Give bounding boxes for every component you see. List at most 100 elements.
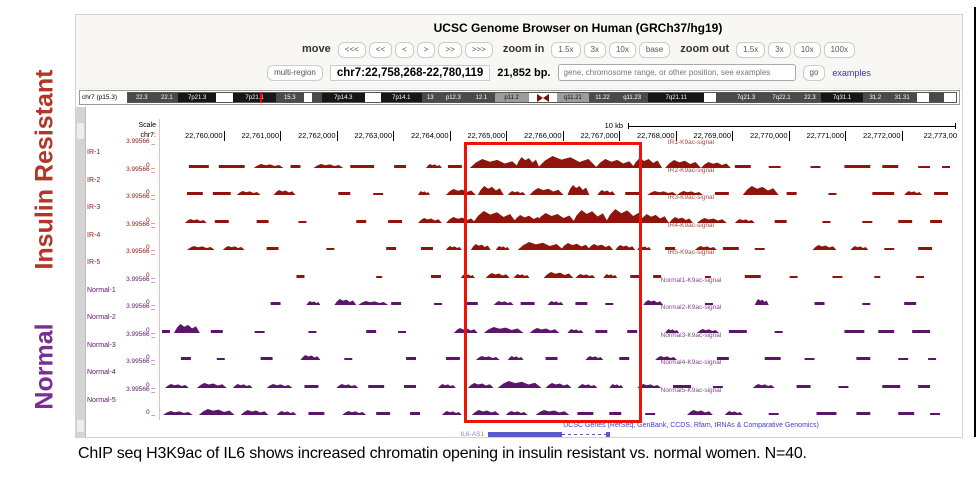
- ideogram-band: 7p21.1: [233, 93, 276, 102]
- zoom-in-button-3[interactable]: base: [638, 42, 671, 58]
- track-ymin-label: 0 _: [145, 161, 155, 169]
- group-label-normal: Normal: [30, 323, 59, 410]
- track-ymax-label: 3.99566 _: [126, 248, 155, 255]
- ideogram-band: 7q21.11: [648, 93, 704, 102]
- ideogram-band: [703, 93, 717, 102]
- track-drag-handle-top[interactable]: [77, 123, 84, 139]
- ideogram-band: 15.3: [276, 93, 304, 102]
- signal-tracks: 3.99566 _ IR-1 0 _ IR1-K9ac-signal 3.99566 _…: [76, 138, 962, 416]
- track-title: IR1-K9ac-signal: [667, 139, 715, 146]
- track-ir-2[interactable]: 3.99566 _ IR-2 0 _ IR2-K9ac-signal: [76, 165, 962, 196]
- multi-region-button[interactable]: multi-region: [267, 64, 323, 81]
- axis-tick: 22,764,000: [394, 131, 451, 141]
- zoom-out-button-0[interactable]: 1.5x: [736, 42, 766, 58]
- ideogram-band: 7q22.1: [763, 93, 800, 102]
- position-search-input[interactable]: [557, 64, 796, 81]
- ideogram-band: q11.23: [615, 93, 649, 102]
- move-button-2[interactable]: <: [395, 42, 414, 58]
- move-button-5[interactable]: >>>: [464, 42, 493, 58]
- slide-right-border: [974, 7, 976, 437]
- track-title: IR2-K9ac-signal: [667, 166, 715, 174]
- zoom-in-button-0[interactable]: 1.5x: [551, 42, 581, 58]
- gene-track-title: UCSC Genes (RefSeq, GenBank, CCDS, Rfam,…: [563, 422, 819, 429]
- caption: ChIP seq H3K9ac of IL6 shows increased c…: [78, 445, 807, 462]
- gene-structure[interactable]: [488, 432, 610, 437]
- zoom-in-button-1[interactable]: 3x: [583, 42, 606, 58]
- signal-plot: [186, 242, 933, 250]
- track-title: IR3-K9ac-signal: [667, 194, 715, 201]
- go-button[interactable]: go: [802, 64, 826, 81]
- nav-toolbar: move <<< << < > >> >>> zoom in 1.5x 3x 10x base …: [76, 39, 962, 58]
- chromosome-ideogram-row: chr7 (p15.3) 22.3 22.1 7p21.3 7p21.1 15.3 7p1…: [79, 90, 960, 105]
- coordinate-axis: 22,760,000 22,761,000 22,762,000 22,763,000…: [168, 131, 958, 141]
- centromere-left-icon: [536, 93, 543, 102]
- axis-tick: 22,762,000: [281, 131, 338, 141]
- track-title: IR5-K9ac-signal: [667, 249, 715, 256]
- signal-plot: [184, 208, 943, 223]
- track-controls-strip[interactable]: [76, 107, 86, 437]
- chromosome-ideogram[interactable]: 22.3 22.1 7p21.3 7p21.1 15.3 7p14.3 7p14.1 13 p1…: [127, 92, 957, 103]
- axis-tick: 22,773,00: [923, 131, 957, 140]
- examples-link[interactable]: examples: [832, 67, 871, 78]
- move-button-0[interactable]: <<<: [337, 42, 366, 58]
- tracks-image[interactable]: Scale 10 kb chr7: 22,760,000 22,761,000 22…: [76, 107, 962, 438]
- track-normal-3[interactable]: 3.99566 _ Normal-3 0 _ Normal3-K9ac-signal: [76, 330, 962, 361]
- ideogram-band: 31.2: [863, 93, 888, 102]
- track-ir-4[interactable]: 3.99566 _ IR-4 0 _ IR4-K9ac-signal: [76, 221, 962, 251]
- track-ymax-label: 3.99566 _: [126, 165, 155, 173]
- signal-plot: [186, 185, 949, 195]
- gene-track-row: IL6-AS1: [76, 431, 962, 438]
- zoom-out-button-1[interactable]: 3x: [768, 42, 791, 58]
- track-ymax-label: 3.99566 _: [126, 330, 155, 338]
- track-ymax-label: 3.99566 _: [126, 138, 155, 145]
- track-normal-2[interactable]: 3.99566 _ Normal-2 0 _ Normal2-K9ac-signal: [76, 303, 962, 334]
- track-ymin-label: 0 _: [145, 326, 155, 334]
- move-button-1[interactable]: <<: [368, 42, 393, 58]
- track-ymin-label: 0 _: [145, 271, 155, 279]
- search-row: multi-region chr7:22,758,268-22,780,119 …: [76, 64, 962, 81]
- ideogram-band: 22.3: [128, 93, 156, 102]
- track-ymin-label: 0 _: [145, 189, 155, 196]
- track-ymax-label: 3.99566 _: [126, 358, 155, 365]
- axis-tick: 22,763,000: [338, 131, 394, 141]
- track-title: Normal4-K9ac-signal: [660, 359, 722, 366]
- track-ymax-label: 3.99566 _: [126, 193, 155, 200]
- move-button-4[interactable]: >>: [438, 42, 462, 58]
- ideogram-band: [303, 93, 313, 102]
- track-title: Normal2-K9ac-signal: [660, 304, 722, 311]
- ideogram-band: 7p14.3: [321, 93, 365, 102]
- track-ir-5[interactable]: 3.99566 _ IR-5 0 _ IR5-K9ac-signal: [76, 248, 962, 279]
- track-ymin-label: 0 _: [145, 244, 155, 251]
- track-title: IR4-K9ac-signal: [667, 221, 715, 229]
- ucsc-browser-panel: UCSC Genome Browser on Human (GRCh37/hg1…: [75, 14, 963, 438]
- signal-plot: [180, 355, 937, 360]
- ideogram-band: [929, 93, 944, 102]
- gene-intron-line: [562, 434, 606, 435]
- track-ymin-label: 0 _: [145, 409, 155, 416]
- track-ir-1[interactable]: 3.99566 _ IR-1 0 _ IR1-K9ac-signal: [76, 138, 962, 169]
- track-name-label: Normal-3: [87, 341, 116, 349]
- move-button-3[interactable]: >: [416, 42, 436, 58]
- track-ir-3[interactable]: 3.99566 _ IR-3 0 _ IR3-K9ac-signal: [76, 193, 962, 224]
- track-title: Normal1-K9ac-signal: [660, 276, 722, 284]
- track-name-label: IR-3: [87, 204, 101, 211]
- track-normal-4[interactable]: 3.99566 _ Normal-4 0 _ Normal4-K9ac-signal: [76, 358, 962, 389]
- track-name-label: IR-1: [87, 149, 101, 156]
- zoom-out-button-2[interactable]: 10x: [793, 42, 821, 58]
- track-drag-handle-bottom[interactable]: [77, 420, 84, 432]
- track-name-label: IR-2: [87, 176, 101, 184]
- centromere: [528, 93, 557, 102]
- zoom-out-button-3[interactable]: 100x: [823, 42, 855, 58]
- zoom-in-button-2[interactable]: 10x: [608, 42, 636, 58]
- centromere-right-icon: [542, 93, 549, 102]
- gene-exon-bar: [488, 432, 562, 437]
- ideogram-band: [943, 93, 957, 102]
- ideogram-band: [716, 93, 729, 102]
- track-ymax-label: 3.99566 _: [126, 385, 155, 393]
- position-display[interactable]: chr7:22,758,268-22,780,119: [329, 64, 491, 81]
- track-ymin-label: 0 _: [145, 216, 155, 224]
- move-label: move: [302, 42, 331, 55]
- track-normal-5[interactable]: 3.99566 _ Normal-5 0 _ Normal5-K9ac-signal: [76, 385, 962, 416]
- track-normal-1[interactable]: 3.99566 _ Normal-1 0 _ Normal1-K9ac-signal: [76, 276, 962, 306]
